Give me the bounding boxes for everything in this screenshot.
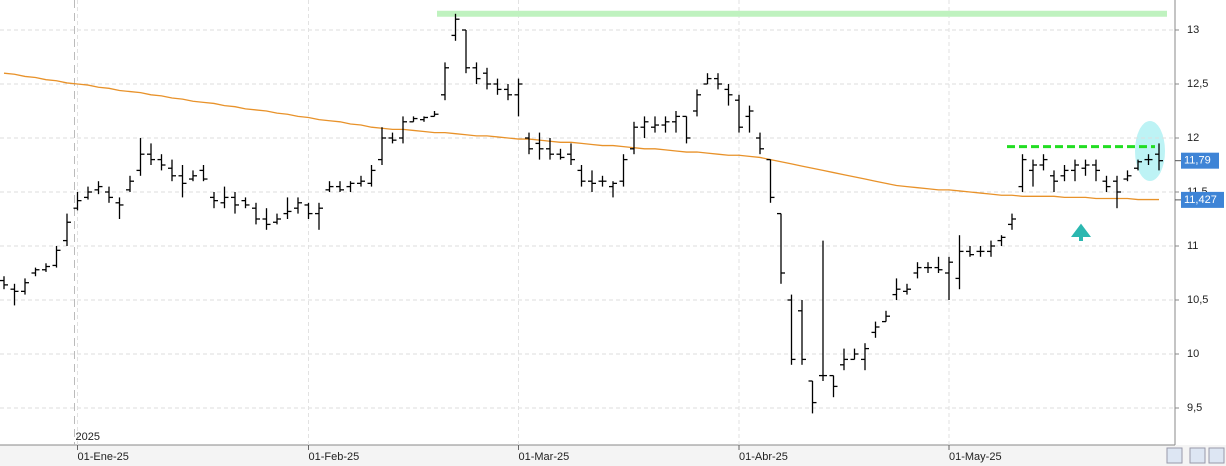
x-tick-label: 01-May-25 bbox=[949, 451, 1002, 463]
highlight-ellipse bbox=[1135, 121, 1165, 181]
x-axis-band bbox=[0, 445, 1226, 466]
up-arrow bbox=[1071, 223, 1091, 241]
y-tick-label: 13 bbox=[1187, 24, 1199, 36]
moving-average bbox=[3, 72, 1159, 201]
y-tick-label: 10 bbox=[1187, 348, 1199, 360]
y-tick-label: 12,5 bbox=[1187, 78, 1208, 90]
x-tick-label: 01-Mar-25 bbox=[519, 451, 570, 463]
price-tag bbox=[1181, 191, 1224, 208]
y-tick-label: 11 bbox=[1187, 240, 1198, 252]
price-tag-label: 11,79 bbox=[1184, 155, 1211, 167]
price-tag-label: 11,427 bbox=[1184, 194, 1217, 206]
x-tick-label: 01-Feb-25 bbox=[309, 451, 360, 463]
x-tick-label: 01-Ene-25 bbox=[78, 451, 129, 463]
y-tick-label: 9,5 bbox=[1187, 402, 1202, 414]
price-tag bbox=[1181, 152, 1219, 169]
icon-button[interactable] bbox=[1166, 447, 1183, 464]
year-label: 2025 bbox=[76, 431, 100, 443]
x-tick-label: 01-Abr-25 bbox=[739, 451, 788, 463]
menu-button[interactable] bbox=[1208, 447, 1225, 464]
save-button[interactable] bbox=[1189, 447, 1206, 464]
y-tick-label: 10,5 bbox=[1187, 294, 1208, 306]
y-tick-label: 12 bbox=[1187, 132, 1199, 144]
